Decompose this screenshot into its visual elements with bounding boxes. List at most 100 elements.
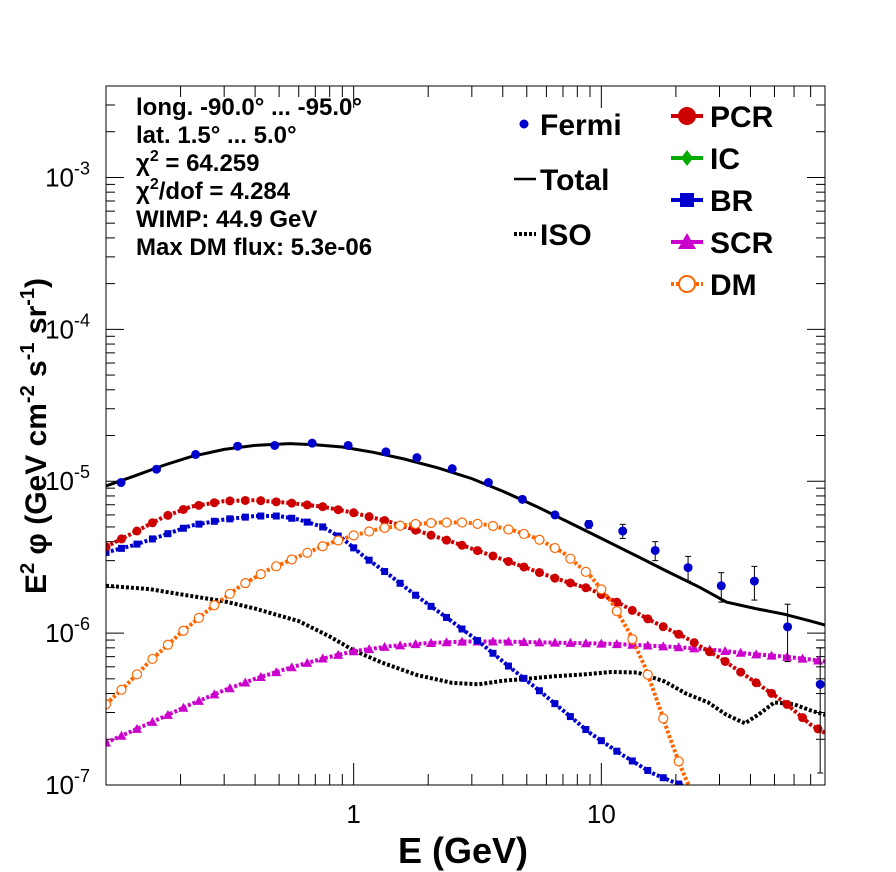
info-max-dm-flux: Max DM flux: 5.3e-06 [136,234,372,261]
scr-marker [534,637,545,647]
pcr-marker [287,498,297,508]
legend-fermi-marker [519,119,529,129]
pcr-marker [349,508,359,518]
y-tick-base: 10 [45,466,74,496]
br-marker [520,674,528,682]
legend-ic-label: IC [710,143,740,176]
y-tick-exponent: -6 [74,614,90,634]
dm-marker [209,600,220,611]
scr-marker [240,677,251,687]
dm-marker [441,517,452,528]
fermi-point [343,440,353,450]
br-marker [226,515,234,523]
info-chi2-value: = 64.259 [159,150,260,177]
scr-marker [131,723,142,733]
info-longitude: long. -90.0° ... -95.0° [136,94,362,121]
dm-marker [410,518,421,530]
scr-marker [642,640,653,650]
pcr-marker [106,542,111,552]
fermi-point [307,438,317,448]
y-label-sup2: -2 [17,385,39,403]
fermi-point [270,440,280,450]
dm-marker [456,517,468,528]
scr-marker [751,649,762,659]
fermi-point [815,679,825,689]
br-marker [350,544,358,552]
dm-marker [193,612,204,624]
scr-marker [518,637,529,647]
dm-marker [302,547,313,558]
br-marker [106,548,110,556]
scr-marker [735,647,746,657]
br-marker [179,524,187,532]
y-axis-label: E2 φ (GeV cm-2 s-1 sr-1) [17,278,53,594]
fermi-point [152,464,162,474]
pcr-marker [473,546,483,556]
br-marker [504,662,512,670]
dm-marker [162,639,174,650]
scr-marker [580,638,591,648]
legend-pcr-marker [678,107,696,125]
dm-marker [596,584,607,595]
br-marker [427,602,435,610]
br-marker [365,556,373,564]
scr-marker [766,650,777,660]
scr-marker [162,709,173,719]
br-marker [628,757,636,765]
plot-area [106,86,825,785]
y-tick-base: 10 [45,162,74,192]
br-marker [458,625,466,633]
dm-marker [565,553,576,564]
dm-marker [580,566,591,577]
info-chi2dof-symbol: χ [136,178,150,205]
pcr-marker [178,504,188,514]
fermi-point [447,464,457,474]
info-chi2-sup: 2 [150,148,159,165]
legend-fermi-label: Fermi [540,109,622,142]
br-marker [489,649,497,657]
legend-left: Fermi Total ISO [514,109,622,252]
br-marker [566,713,574,721]
fermi-point [650,545,660,555]
br-marker [396,579,404,587]
br-marker [597,737,605,745]
y-tick-label: 10-4 [45,310,90,344]
y-label-base: E [20,574,53,594]
pcr-marker [147,518,157,528]
scr-marker [441,637,452,647]
br-marker [675,780,683,785]
pcr-marker [581,583,591,593]
legend-pcr-label: PCR [710,101,774,134]
y-tick-label: 10-5 [45,462,90,496]
br-marker [241,513,249,521]
dm-marker [503,524,514,535]
pcr-marker [798,713,808,723]
pcr-marker [225,496,235,506]
dm-marker [472,518,483,529]
dm-marker [224,588,235,599]
pcr-marker [627,605,637,615]
dm-marker [364,526,375,537]
br-marker [535,687,543,695]
pcr-marker [643,614,653,624]
dm-marker [317,541,328,552]
dm-marker [673,756,684,767]
br-marker [474,637,482,645]
dm-marker [487,520,499,532]
y-tick-exponent: -3 [74,158,90,178]
pcr-marker [116,534,126,544]
pcr-marker [457,540,467,550]
scr-marker [673,642,684,652]
fermi-point [683,563,693,573]
dm-marker [518,528,530,540]
scr-marker [395,640,406,650]
pcr-marker [256,496,266,506]
dm-marker [147,653,158,665]
scr-marker [720,645,731,655]
pcr-marker [132,526,142,536]
model-curves [106,442,825,785]
y-label-mid: s [20,360,53,385]
dm-marker [534,534,545,545]
br-marker [210,517,218,525]
pcr-marker [364,512,374,522]
